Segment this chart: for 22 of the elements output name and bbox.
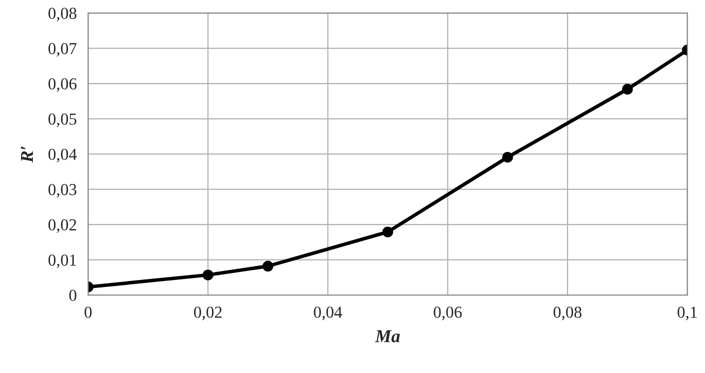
point bbox=[502, 152, 513, 163]
point bbox=[622, 84, 633, 95]
y-tick-label: 0 bbox=[69, 290, 76, 301]
x-tick-label: 0,02 bbox=[194, 306, 222, 320]
x-tick-label: 0,04 bbox=[314, 306, 342, 320]
y-tick-label: 0,07 bbox=[48, 43, 77, 57]
y-tick-label: 0,01 bbox=[48, 254, 76, 268]
point bbox=[202, 270, 214, 280]
y-axis-title: R′ bbox=[21, 146, 33, 163]
x-tick-label: 0,1 bbox=[678, 306, 697, 320]
x-tick-label: 0,06 bbox=[434, 306, 462, 320]
y-tick-label: 0,05 bbox=[48, 114, 76, 128]
x-tick-label: 0,08 bbox=[554, 306, 582, 320]
y-tick-label: 0,06 bbox=[48, 78, 77, 92]
x-axis-title: Ma bbox=[374, 330, 400, 342]
point bbox=[382, 226, 394, 238]
x-tick-label: 0 bbox=[84, 306, 92, 318]
point bbox=[262, 260, 274, 272]
y-tick-label: 0,03 bbox=[48, 184, 76, 198]
y-tick-label: 0,08 bbox=[48, 8, 76, 22]
y-tick-label: 0,04 bbox=[48, 148, 77, 162]
y-tick-label: 0,02 bbox=[48, 219, 76, 233]
